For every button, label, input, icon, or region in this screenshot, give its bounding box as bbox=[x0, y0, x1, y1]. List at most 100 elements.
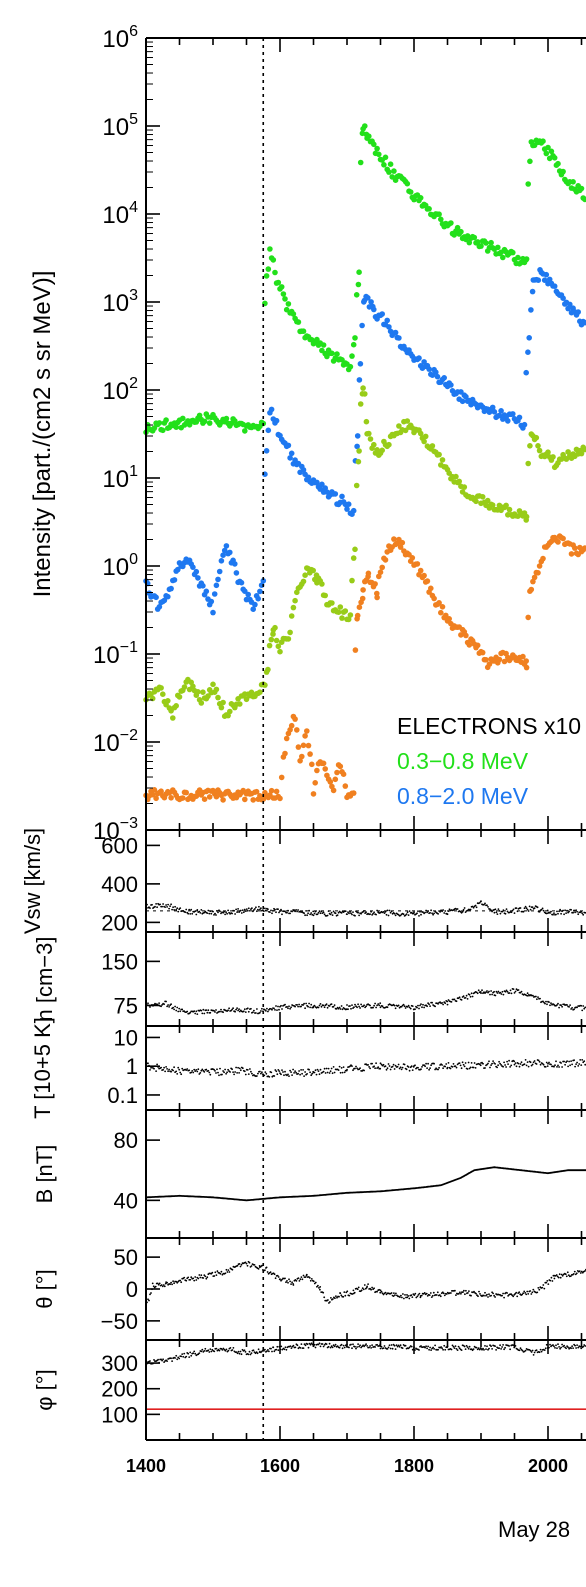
data-point bbox=[207, 1069, 210, 1072]
data-point bbox=[244, 1073, 247, 1076]
data-point bbox=[523, 369, 529, 376]
data-point bbox=[582, 446, 586, 453]
data-point bbox=[582, 913, 585, 916]
data-point bbox=[333, 1004, 336, 1006]
data-point bbox=[384, 317, 391, 324]
data-point bbox=[515, 907, 518, 909]
data-point bbox=[278, 911, 280, 914]
data-point bbox=[494, 1063, 496, 1065]
data-point bbox=[323, 1067, 326, 1070]
data-point bbox=[213, 1275, 216, 1277]
data-point bbox=[255, 1012, 257, 1014]
data-point bbox=[417, 1004, 419, 1007]
data-point bbox=[459, 1064, 462, 1067]
data-point bbox=[203, 1012, 206, 1015]
data-point bbox=[162, 1284, 165, 1286]
data-point bbox=[531, 1291, 534, 1294]
data-point bbox=[339, 1292, 342, 1295]
data-point bbox=[328, 1005, 331, 1007]
data-point bbox=[421, 438, 427, 445]
data-point bbox=[557, 912, 559, 915]
data-point bbox=[153, 1359, 155, 1361]
data-point bbox=[370, 910, 372, 913]
data-point bbox=[513, 992, 516, 994]
data-point bbox=[537, 1287, 540, 1289]
data-point bbox=[473, 1290, 475, 1293]
data-point bbox=[334, 1297, 336, 1300]
data-point bbox=[528, 307, 534, 313]
data-point bbox=[319, 481, 325, 488]
data-point bbox=[250, 1070, 252, 1073]
data-point bbox=[506, 990, 509, 993]
data-point bbox=[236, 1352, 239, 1355]
data-point bbox=[557, 1064, 559, 1067]
data-point bbox=[560, 1273, 563, 1276]
data-point bbox=[167, 903, 170, 906]
data-point bbox=[284, 1070, 286, 1073]
data-point bbox=[277, 1069, 280, 1071]
data-point bbox=[243, 1070, 246, 1073]
data-point bbox=[175, 1280, 178, 1283]
data-point bbox=[572, 1273, 575, 1275]
data-point bbox=[200, 583, 206, 589]
data-point bbox=[537, 1059, 540, 1062]
data-point bbox=[223, 1071, 226, 1074]
data-point bbox=[483, 1294, 485, 1297]
legend-entry: 0.8−2.0 MeV bbox=[397, 783, 529, 809]
data-point bbox=[357, 1003, 359, 1006]
data-point bbox=[400, 1005, 403, 1008]
data-point bbox=[309, 1071, 311, 1074]
data-point bbox=[504, 1346, 506, 1349]
data-point bbox=[422, 433, 429, 440]
data-point bbox=[337, 604, 344, 610]
data-point bbox=[165, 904, 168, 906]
data-point bbox=[302, 1004, 304, 1006]
data-point bbox=[561, 1005, 563, 1008]
data-point bbox=[305, 742, 312, 749]
data-point bbox=[163, 1003, 166, 1006]
data-point bbox=[183, 789, 189, 796]
data-point bbox=[287, 455, 293, 461]
data-point bbox=[474, 642, 481, 649]
data-point bbox=[353, 482, 360, 489]
data-point bbox=[261, 1007, 263, 1010]
data-point bbox=[482, 1062, 484, 1065]
data-point bbox=[284, 1346, 287, 1349]
data-point bbox=[321, 1343, 324, 1345]
data-point bbox=[295, 744, 302, 750]
data-point bbox=[582, 319, 586, 326]
data-point bbox=[210, 609, 216, 616]
data-point bbox=[426, 1067, 428, 1069]
data-point bbox=[355, 281, 362, 288]
data-point bbox=[247, 1073, 250, 1075]
data-point bbox=[386, 909, 389, 912]
data-point bbox=[523, 256, 530, 262]
data-point bbox=[221, 1349, 224, 1351]
data-point bbox=[243, 1349, 246, 1352]
data-point bbox=[269, 1271, 272, 1274]
data-point bbox=[463, 907, 466, 909]
data-point bbox=[460, 999, 463, 1001]
data-point bbox=[308, 1277, 311, 1279]
data-point bbox=[428, 1003, 430, 1006]
data-point bbox=[224, 1272, 227, 1275]
data-point bbox=[388, 909, 391, 912]
data-point bbox=[498, 408, 504, 414]
data-point bbox=[248, 689, 255, 696]
data-point bbox=[469, 995, 472, 998]
data-point bbox=[381, 1005, 384, 1008]
data-point bbox=[274, 1069, 277, 1071]
data-point bbox=[488, 990, 490, 993]
data-point bbox=[147, 1298, 149, 1301]
data-point bbox=[567, 1065, 569, 1068]
data-point bbox=[387, 1346, 390, 1349]
data-point bbox=[573, 909, 575, 912]
data-point bbox=[194, 1276, 197, 1278]
data-point bbox=[281, 1008, 283, 1010]
data-point bbox=[417, 1066, 419, 1069]
data-point bbox=[416, 355, 422, 361]
data-point bbox=[577, 913, 580, 916]
data-point bbox=[415, 1296, 418, 1299]
data-point bbox=[411, 1005, 414, 1007]
data-point bbox=[337, 1069, 340, 1071]
